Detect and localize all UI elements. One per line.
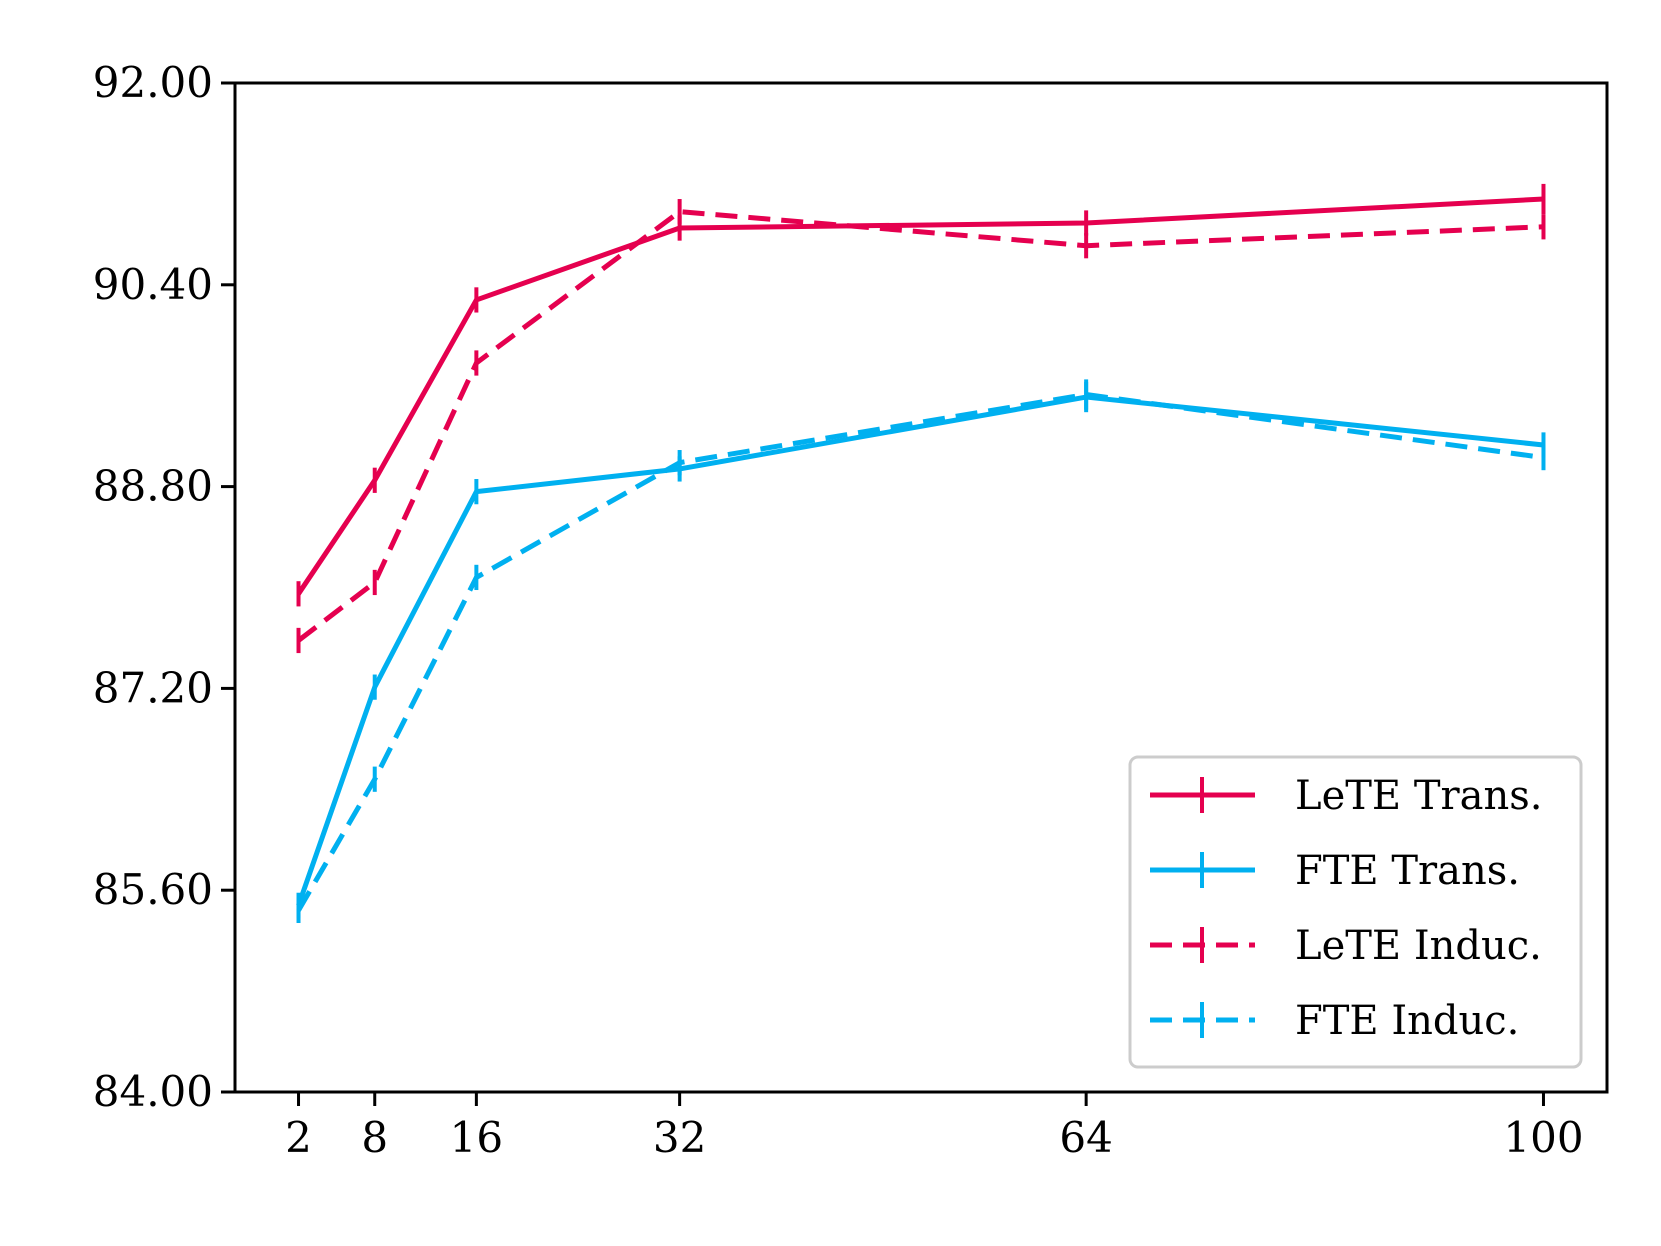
x-axis: 2 8 16 32 64 100: [285, 1092, 1584, 1162]
x-tick-label: 100: [1503, 1113, 1583, 1162]
y-tick-label: 87.20: [93, 663, 213, 712]
series-lete-trans: [296, 183, 1546, 607]
legend-label: FTE Trans.: [1295, 848, 1520, 894]
x-tick-label: 2: [285, 1113, 312, 1162]
series-fte-induc: [296, 379, 1546, 923]
series-line: [296, 196, 1544, 596]
x-tick-label: 8: [361, 1113, 388, 1162]
series-line: [297, 209, 1544, 643]
legend-label: LeTE Induc.: [1295, 923, 1542, 969]
y-tick-label: 90.40: [93, 260, 213, 309]
y-axis: 84.00 85.60 87.20 88.80 90.40 92.00: [93, 58, 235, 1116]
x-tick-label: 16: [450, 1113, 503, 1162]
legend-box: [1128, 755, 1583, 1069]
y-tick-label: 84.00: [93, 1067, 213, 1116]
y-tick-label: 88.80: [93, 462, 213, 511]
plot-frame: [233, 81, 1609, 1094]
legend-label: FTE Induc.: [1295, 998, 1519, 1044]
legend: LeTE Trans. FTE Trans. LeTE Induc. FTE Indu…: [1128, 755, 1583, 1069]
series-layer: [296, 183, 1546, 923]
y-tick-label: 92.00: [93, 58, 213, 107]
series-lete-induc: [296, 199, 1546, 654]
x-tick-label: 64: [1059, 1113, 1112, 1162]
legend-label: LeTE Trans.: [1295, 773, 1542, 819]
y-tick-label: 85.60: [93, 865, 213, 914]
series-line: [296, 392, 1544, 912]
x-tick-label: 32: [653, 1113, 706, 1162]
